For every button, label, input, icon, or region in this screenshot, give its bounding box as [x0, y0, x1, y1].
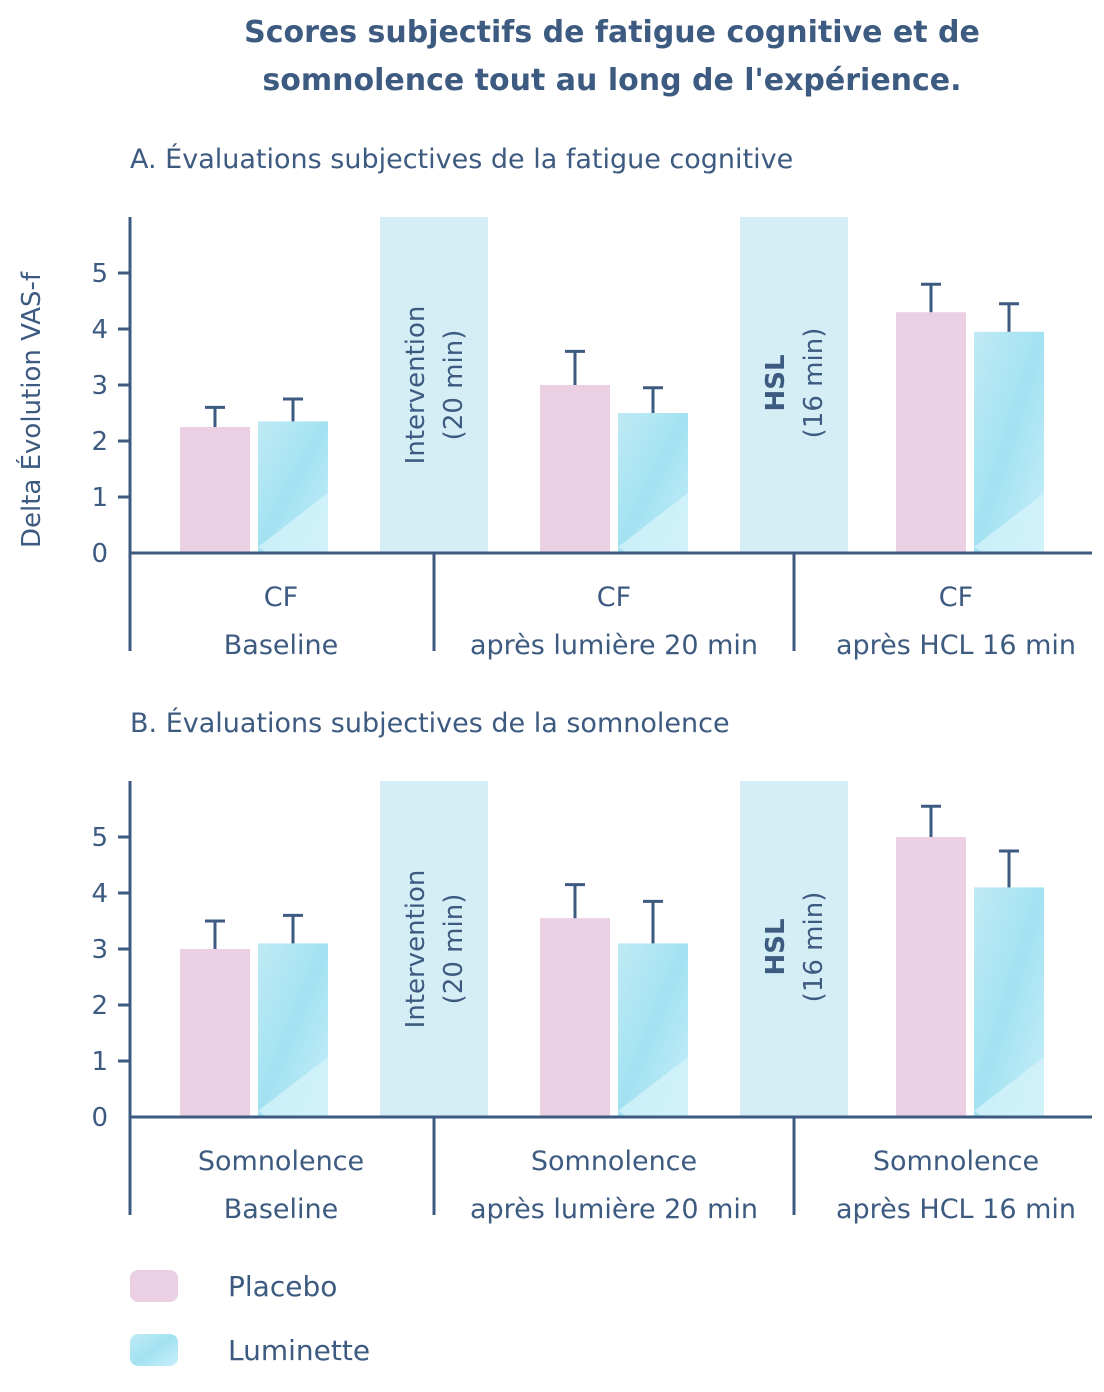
chart-panel-a: A. Évaluations subjectives de la fatigue…: [91, 143, 1092, 661]
legend-label: Luminette: [228, 1334, 370, 1367]
legend-swatch: [130, 1270, 178, 1302]
bar-placebo: [540, 918, 610, 1117]
y-tick-label: 4: [91, 315, 108, 345]
y-tick-label: 5: [91, 823, 108, 853]
y-tick-label: 2: [91, 991, 108, 1021]
x-group-label-line-2: après HCL 16 min: [836, 1194, 1076, 1225]
band-label: HSL (16 min): [761, 892, 829, 1003]
intervention-band: [740, 781, 848, 1117]
legend-item-placebo: Placebo: [130, 1270, 337, 1303]
bar-highlight: [618, 493, 688, 553]
bar-placebo: [180, 949, 250, 1117]
y-tick-label: 0: [91, 1103, 108, 1133]
x-group-label-line-2: après lumière 20 min: [470, 1194, 758, 1225]
band-label: Intervention (20 min): [401, 306, 469, 465]
intervention-band: [740, 217, 848, 553]
x-group-label-line-1: CF: [939, 582, 973, 613]
y-tick-label: 3: [91, 371, 108, 401]
band-label-line-1: Intervention: [401, 306, 431, 465]
bar-highlight: [258, 493, 328, 553]
bar-highlight: [258, 1057, 328, 1117]
chart-panels: A. Évaluations subjectives de la fatigue…: [91, 143, 1092, 1225]
panel-title: A. Évaluations subjectives de la fatigue…: [130, 143, 793, 175]
x-group-label-line-2: après lumière 20 min: [470, 630, 758, 661]
chart-title-line-1: Scores subjectifs de fatigue cognitive e…: [244, 15, 980, 50]
x-group-label-line-1: CF: [264, 582, 298, 613]
y-tick-label: 0: [91, 539, 108, 569]
band-label: Intervention (20 min): [401, 870, 469, 1029]
y-tick-label: 2: [91, 427, 108, 457]
band-label-line-2: (20 min): [439, 894, 469, 1005]
band-label-line-1: HSL: [761, 918, 791, 975]
legend-item-luminette: Luminette: [130, 1334, 370, 1367]
intervention-band: [380, 217, 488, 553]
bar-placebo: [180, 427, 250, 553]
band-label-line-2: (16 min): [799, 328, 829, 439]
chart-title-line-2: somnolence tout au long de l'expérience.: [262, 63, 961, 98]
x-group-label-line-2: après HCL 16 min: [836, 630, 1076, 661]
bar-placebo: [896, 312, 966, 553]
bar-highlight: [618, 1057, 688, 1117]
chart-panel-b: B. Évaluations subjectives de la somnole…: [91, 707, 1092, 1225]
band-label-line-1: HSL: [761, 354, 791, 411]
legend-swatch: [130, 1334, 178, 1366]
y-tick-label: 4: [91, 879, 108, 909]
x-group-label-line-2: Baseline: [224, 1194, 338, 1225]
x-group-label-line-1: Somnolence: [198, 1146, 364, 1177]
x-group-label-line-2: Baseline: [224, 630, 338, 661]
x-group-label-line-1: Somnolence: [873, 1146, 1039, 1177]
y-tick-label: 1: [91, 1047, 108, 1077]
bar-highlight: [974, 1057, 1044, 1117]
bar-highlight: [974, 493, 1044, 553]
legend-label: Placebo: [228, 1270, 337, 1303]
bar-placebo: [540, 385, 610, 553]
x-group-label-line-1: CF: [597, 582, 631, 613]
panel-title: B. Évaluations subjectives de la somnole…: [130, 707, 730, 739]
y-tick-label: 3: [91, 935, 108, 965]
legend: Placebo Luminette: [130, 1270, 370, 1367]
y-axis-label: Delta Évolution VAS-f: [15, 271, 47, 548]
bar-placebo: [896, 837, 966, 1117]
band-label-line-2: (20 min): [439, 330, 469, 441]
band-label-line-1: Intervention: [401, 870, 431, 1029]
intervention-band: [380, 781, 488, 1117]
x-group-label-line-1: Somnolence: [531, 1146, 697, 1177]
band-label-line-2: (16 min): [799, 892, 829, 1003]
y-tick-label: 1: [91, 483, 108, 513]
band-label: HSL (16 min): [761, 328, 829, 439]
y-tick-label: 5: [91, 259, 108, 289]
